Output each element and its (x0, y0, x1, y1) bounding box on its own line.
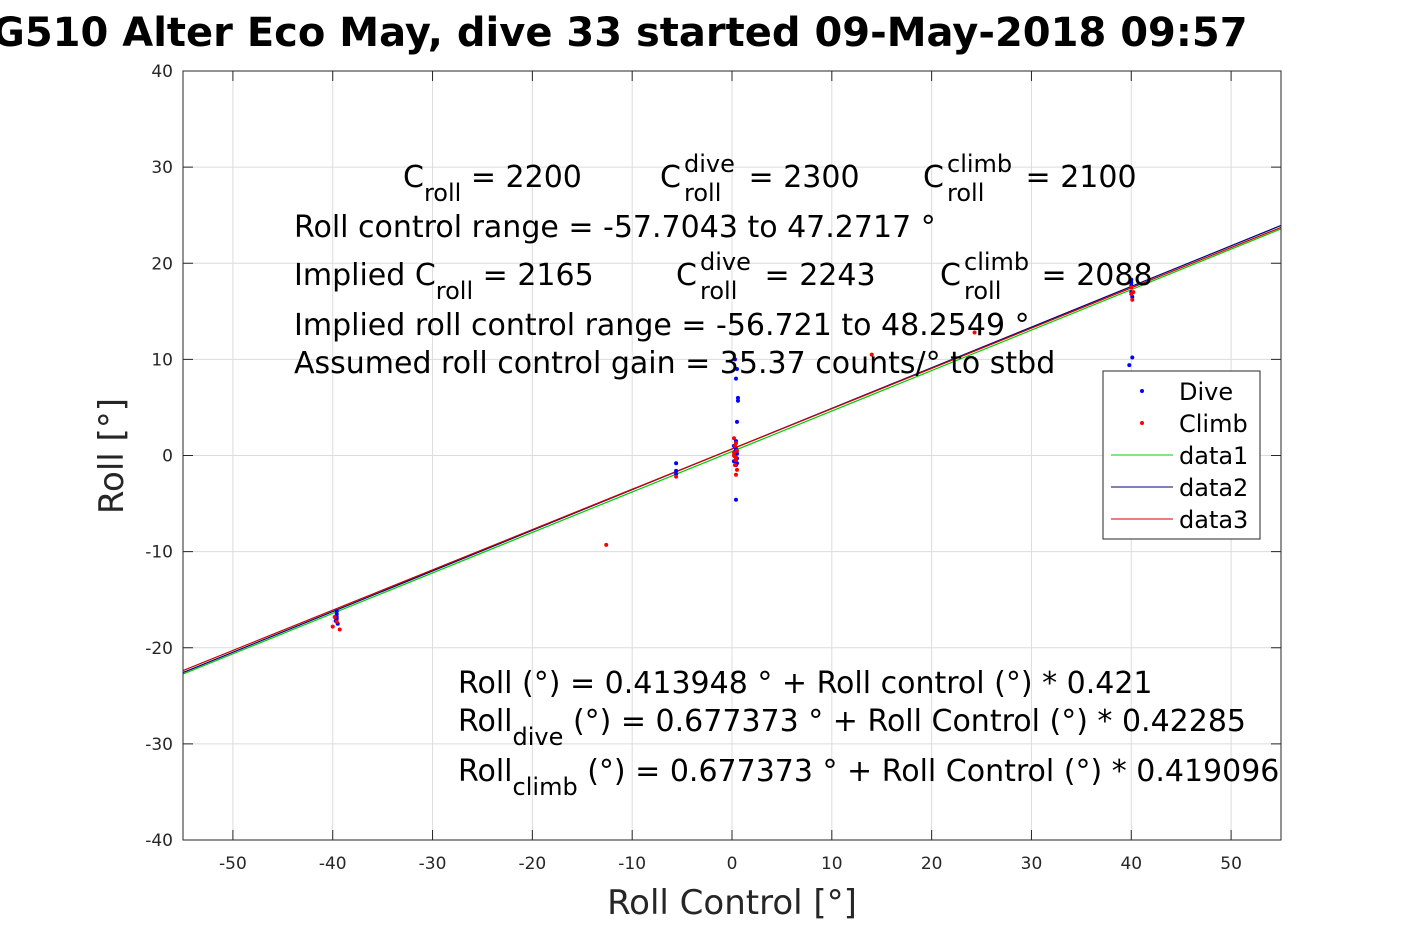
x-tick-label: -40 (319, 854, 347, 874)
point-climb (734, 467, 739, 472)
assumed-gain-annotation: Assumed roll control gain = 35.37 counts… (294, 346, 1055, 381)
x-tick-label: -50 (219, 854, 247, 874)
y-tick-label: -30 (145, 735, 173, 755)
point-climb (337, 627, 342, 632)
legend-label-data2: data2 (1179, 474, 1248, 502)
point-climb (604, 542, 609, 547)
point-climb (972, 330, 977, 335)
y-tick-label: 20 (151, 254, 173, 274)
point-climb (334, 619, 339, 624)
data-points (330, 277, 1136, 632)
y-tick-label: 0 (162, 447, 173, 467)
implied-range-annotation: Implied roll control range = -56.721 to … (294, 308, 1030, 343)
series-line-data1 (182, 228, 1282, 675)
point-climb (1130, 297, 1135, 302)
point-dive (732, 357, 737, 362)
point-climb (1131, 290, 1136, 295)
point-dive (1130, 355, 1135, 360)
legend-label-data3: data3 (1179, 506, 1248, 534)
point-climb (731, 436, 736, 441)
legend-label-dive: Dive (1179, 378, 1233, 406)
point-dive (735, 398, 740, 403)
axis-ticks: -50 -40 -30 -20 -10 0 10 20 30 40 50 -40 -30 -20 -10 0 1… (145, 62, 1281, 874)
x-tick-label: 20 (921, 854, 943, 874)
legend-label-climb: Climb (1179, 410, 1248, 438)
x-axis-label: Roll Control [°] (607, 883, 857, 923)
point-dive (1129, 277, 1134, 282)
x-tick-label: 30 (1021, 854, 1043, 874)
point-climb (732, 443, 737, 448)
point-climb (733, 472, 738, 477)
y-tick-label: 40 (151, 62, 173, 82)
chart-title: G510 Alter Eco May, dive 33 started 09-M… (0, 10, 1248, 56)
point-dive (674, 471, 679, 476)
y-axis-label: Roll [°] (92, 398, 132, 514)
point-climb (332, 614, 337, 619)
point-climb (1129, 285, 1134, 290)
legend-marker-climb (1140, 421, 1144, 425)
x-tick-label: -10 (618, 854, 646, 874)
x-tick-label: 40 (1120, 854, 1142, 874)
y-tick-label: -20 (145, 639, 173, 659)
y-tick-label: -40 (145, 831, 173, 851)
point-dive (1129, 280, 1134, 285)
point-dive (1127, 363, 1132, 368)
series-line-data3 (182, 226, 1282, 672)
legend-label-data1: data1 (1179, 442, 1248, 470)
point-dive (674, 468, 679, 473)
c-roll-annotation: Croll = 2200 (403, 160, 582, 207)
point-dive (733, 497, 738, 502)
point-climb (731, 450, 736, 455)
point-climb (734, 448, 739, 453)
y-tick-label: 30 (151, 158, 173, 178)
point-climb (733, 458, 738, 463)
point-dive (733, 376, 738, 381)
x-tick-label: 50 (1220, 854, 1242, 874)
y-tick-label: 10 (151, 350, 173, 370)
point-dive (734, 419, 739, 424)
point-dive (334, 609, 339, 614)
fit-dive-equation: Rolldive (°) = 0.677373 ° + Roll Control… (458, 704, 1246, 751)
point-climb (733, 455, 738, 460)
fit-climb-equation: Rollclimb (°) = 0.677373 ° + Roll Contro… (458, 754, 1279, 801)
point-dive (674, 461, 679, 466)
point-climb (869, 352, 874, 357)
legend: Dive Climb data1 data2 data3 (1102, 370, 1261, 540)
legend-marker-dive (1140, 389, 1144, 393)
x-tick-label: 10 (821, 854, 843, 874)
point-dive (734, 366, 739, 371)
roll-control-range-annotation: Roll control range = -57.7043 to 47.2717… (294, 210, 936, 245)
x-tick-label: -20 (518, 854, 546, 874)
point-climb (674, 474, 679, 479)
x-tick-label: -30 (419, 854, 447, 874)
implied-c-roll-annotation: Implied Croll = 2165 (294, 258, 594, 305)
y-tick-label: -10 (145, 543, 173, 563)
fit-all-equation: Roll (°) = 0.413948 ° + Roll control (°)… (458, 666, 1153, 701)
point-dive (334, 612, 339, 617)
x-tick-label: 0 (727, 854, 738, 874)
point-dive (735, 395, 740, 400)
fit-lines (182, 224, 1282, 675)
point-climb (330, 624, 335, 629)
point-climb (732, 463, 737, 468)
